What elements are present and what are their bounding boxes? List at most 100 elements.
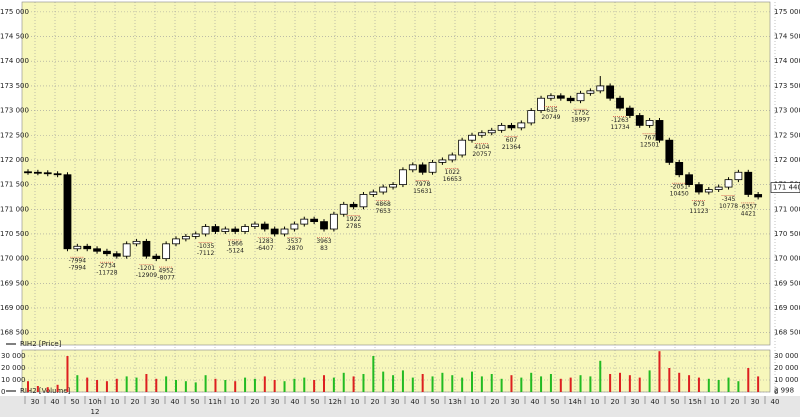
volume-tick-label: 20 000 bbox=[774, 364, 799, 372]
x-tick-label: 40 bbox=[411, 398, 420, 406]
volume-bar bbox=[697, 377, 700, 392]
candle-body bbox=[566, 97, 575, 102]
candle-body bbox=[300, 218, 309, 225]
volume-bar bbox=[76, 375, 79, 392]
x-tick-label: 50 bbox=[431, 398, 440, 406]
volume-tick-label: 10 000 bbox=[774, 376, 799, 384]
y-tick-label: 174 500 bbox=[774, 33, 800, 41]
candle-body bbox=[24, 171, 32, 174]
candle-body bbox=[586, 90, 595, 94]
x-tick-label: 40 bbox=[171, 398, 180, 406]
candle-body bbox=[487, 129, 496, 134]
candle-body bbox=[408, 164, 417, 171]
volume-tick-label: 30 000 bbox=[774, 352, 799, 360]
volume-bar bbox=[313, 380, 316, 392]
volume-bar bbox=[135, 377, 138, 392]
candle-body bbox=[290, 223, 299, 230]
volume-bar bbox=[737, 381, 740, 392]
candle-body bbox=[675, 161, 684, 176]
candle-body bbox=[310, 218, 319, 223]
candle-body bbox=[695, 184, 703, 193]
volume-bar bbox=[362, 374, 365, 392]
x-tick-label: 50 bbox=[71, 398, 80, 406]
volume-bar bbox=[332, 377, 335, 392]
candle-body bbox=[63, 174, 72, 250]
volume-bar bbox=[707, 378, 710, 392]
volume-bar bbox=[125, 376, 128, 392]
annotation: 11734 bbox=[610, 124, 629, 131]
x-tick-label: 10 bbox=[711, 398, 720, 406]
y-tick-label: 170 500 bbox=[0, 230, 29, 238]
volume-bar bbox=[510, 375, 513, 392]
y-tick-label: 175 000 bbox=[774, 8, 800, 16]
x-tick-label: 30 bbox=[271, 398, 280, 406]
y-tick-label: 174 000 bbox=[774, 57, 800, 65]
candle-body bbox=[260, 223, 269, 230]
candle-body bbox=[458, 139, 467, 156]
volume-bar bbox=[46, 387, 49, 392]
annotation: 20757 bbox=[472, 151, 491, 158]
annotation: 7978 bbox=[415, 181, 430, 188]
volume-bar bbox=[352, 376, 355, 392]
volume-bar bbox=[382, 371, 385, 392]
y-tick-label: 168 500 bbox=[0, 329, 29, 337]
volume-bar bbox=[253, 378, 256, 392]
volume-bar bbox=[204, 375, 207, 392]
annotation: 4952 bbox=[158, 268, 173, 275]
volume-legend: RIH2 [Volume] bbox=[20, 387, 71, 395]
volume-bar bbox=[165, 376, 168, 392]
annotation: 7653 bbox=[376, 208, 391, 215]
candle-body bbox=[645, 120, 654, 126]
candle-body bbox=[497, 124, 506, 131]
candle-body bbox=[477, 132, 486, 136]
candle-body bbox=[93, 248, 101, 252]
annotation: -7112 bbox=[197, 250, 215, 257]
x-tick-label: 30 bbox=[631, 398, 640, 406]
x-tick-label: 50 bbox=[191, 398, 200, 406]
annotation: -11728 bbox=[96, 270, 117, 277]
annotation: -1283 bbox=[256, 238, 274, 245]
y-tick-label: 175 000 bbox=[0, 8, 29, 16]
volume-bar bbox=[96, 380, 99, 392]
volume-bar bbox=[559, 378, 562, 392]
x-tick-label: 20 bbox=[491, 398, 500, 406]
x-tick-label: 10h bbox=[88, 398, 101, 406]
y-tick-label: 170 500 bbox=[774, 230, 800, 238]
price-legend: RIH2 [Price] bbox=[20, 340, 62, 348]
candle-body bbox=[320, 221, 328, 230]
annotation: -12909 bbox=[136, 272, 157, 279]
volume-bar bbox=[589, 376, 592, 392]
candle-body bbox=[211, 226, 220, 232]
candle-body bbox=[369, 191, 378, 195]
candle-body bbox=[103, 250, 111, 255]
annotation: 4868 bbox=[376, 201, 391, 208]
volume-bar bbox=[27, 381, 29, 392]
volume-bar bbox=[401, 370, 404, 392]
volume-bar bbox=[638, 377, 641, 392]
x-tick-label: 40 bbox=[651, 398, 660, 406]
volume-bar bbox=[490, 374, 493, 392]
volume-bar bbox=[441, 372, 444, 392]
volume-bar bbox=[688, 375, 691, 392]
candle-body bbox=[191, 233, 200, 237]
volume-bar bbox=[224, 380, 227, 392]
y-tick-label: 169 000 bbox=[0, 304, 29, 312]
x-tick-label: 10 bbox=[591, 398, 600, 406]
x-tick-label: 50 bbox=[311, 398, 320, 406]
volume-bar bbox=[668, 368, 671, 392]
volume-bar bbox=[727, 377, 730, 392]
y-tick-label: 173 000 bbox=[0, 107, 29, 115]
volume-bar bbox=[421, 374, 424, 392]
volume-tick-label: 0 bbox=[774, 388, 778, 396]
x-tick-label: 11h bbox=[208, 398, 221, 406]
x-tick-label: 40 bbox=[771, 398, 780, 406]
volume-bar bbox=[175, 380, 177, 392]
candle-body bbox=[754, 194, 763, 198]
volume-bar bbox=[283, 381, 286, 392]
volume-bar bbox=[480, 376, 483, 392]
volume-bar bbox=[372, 356, 375, 392]
candle-body bbox=[527, 110, 536, 124]
candle-body bbox=[517, 122, 526, 129]
volume-bar bbox=[520, 377, 523, 392]
price-panel bbox=[21, 1, 771, 346]
